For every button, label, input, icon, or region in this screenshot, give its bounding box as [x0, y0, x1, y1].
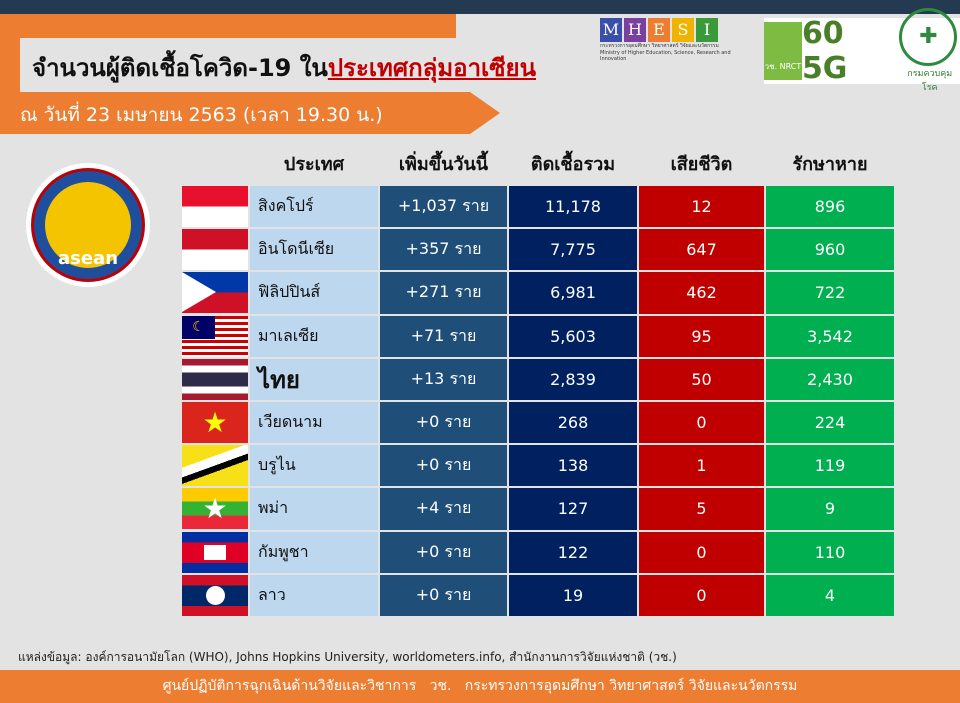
recovered: 960 [766, 229, 894, 271]
total-cases: 127 [509, 488, 637, 530]
table-row: บรูไน +0 ราย 138 1 119 [182, 445, 894, 487]
total-cases: 2,839 [509, 358, 637, 400]
deaths: 462 [639, 272, 764, 314]
deaths: 50 [639, 358, 764, 400]
added-today: +1,037 ราย [380, 186, 507, 228]
added-today: +13 ราย [380, 358, 507, 400]
header-deaths: เสียชีวิต [670, 153, 733, 175]
total-cases: 268 [509, 401, 637, 444]
title-prefix: จำนวนผู้ติดเชื้อโควิด-19 ใน [32, 54, 328, 82]
table-row: ไทย +13 ราย 2,839 50 2,430 [182, 358, 894, 400]
table-row: อินโดนีเซีย +357 ราย 7,775 647 960 [182, 229, 894, 271]
added-today: +71 ราย [380, 315, 507, 357]
flag-myanmar-icon: ★ [182, 488, 248, 530]
table-row: ลาว +0 ราย 19 0 4 [182, 574, 894, 616]
added-today: +271 ราย [380, 272, 507, 314]
flag-brunei-icon [182, 445, 248, 487]
deaths: 0 [639, 531, 764, 573]
flag-philippines-icon [182, 272, 248, 314]
header-recovered: รักษาหาย [792, 153, 868, 175]
flag-malaysia-icon: ☾ [182, 315, 248, 357]
deaths: 95 [639, 315, 764, 357]
ddc-caption: กรมควบคุมโรค [907, 69, 953, 93]
country-name: มาเลเซีย [250, 315, 378, 357]
sixty-years-logo: 60 5G [801, 16, 848, 86]
mhesi-caption-en: Ministry of Higher Education, Science, R… [600, 50, 731, 62]
country-name: ไทย [250, 358, 378, 400]
page-title: จำนวนผู้ติดเชื้อโควิด-19 ในประเทศกลุ่มอา… [20, 38, 580, 94]
top-bar [0, 0, 960, 14]
flag-vietnam-icon: ★ [182, 402, 248, 444]
date-banner: ณ วันที่ 23 เมษายน 2563 (เวลา 19.30 น.) [0, 92, 500, 134]
footer-bar: ศูนย์ปฏิบัติการฉุกเฉินด้านวิจัยและวิชากา… [0, 670, 960, 703]
total-cases: 11,178 [509, 186, 637, 228]
mhesi-letter: I [696, 18, 718, 42]
table-row: ★ เวียดนาม +0 ราย 268 0 224 [182, 401, 894, 444]
added-today: +0 ราย [380, 445, 507, 487]
recovered: 4 [766, 574, 894, 616]
deaths: 647 [639, 229, 764, 271]
total-cases: 6,981 [509, 272, 637, 314]
mhesi-caption-th: กระทรวงการอุดมศึกษา วิทยาศาสตร์ วิจัยและ… [600, 43, 719, 49]
total-cases: 5,603 [509, 315, 637, 357]
total-cases: 7,775 [509, 229, 637, 271]
total-cases: 138 [509, 445, 637, 487]
flag-laos-icon [182, 574, 248, 616]
country-name: ลาว [250, 574, 378, 616]
mhesi-letter: E [648, 18, 670, 42]
country-name: กัมพูชา [250, 531, 378, 573]
ddc-logo: ✚ กรมควบคุมโรค [899, 8, 960, 94]
flag-indonesia-icon [182, 229, 248, 271]
added-today: +0 ราย [380, 531, 507, 573]
table-row: สิงคโปร์ +1,037 ราย 11,178 12 896 [182, 186, 894, 228]
asean-covid-table: ประเทศ เพิ่มขึ้นวันนี้ ติดเชื้อรวม เสียช… [180, 140, 896, 618]
added-today: +0 ราย [380, 401, 507, 444]
header-added: เพิ่มขึ้นวันนี้ [398, 153, 489, 175]
table-row: ★ พม่า +4 ราย 127 5 9 [182, 488, 894, 530]
deaths: 5 [639, 488, 764, 530]
recovered: 9 [766, 488, 894, 530]
header-total: ติดเชื้อรวม [530, 153, 616, 175]
source-note: แหล่งข้อมูล: องค์การอนามัยโลก (WHO), Joh… [18, 650, 677, 664]
country-name: สิงคโปร์ [250, 186, 378, 228]
mhesi-letter: S [672, 18, 694, 42]
mhesi-letter: H [624, 18, 646, 42]
deaths: 0 [639, 574, 764, 616]
nrct-logo: วช. NRCT [764, 22, 802, 80]
added-today: +4 ราย [380, 488, 507, 530]
mhesi-letter: M [600, 18, 622, 42]
deaths: 1 [639, 445, 764, 487]
recovered: 119 [766, 445, 894, 487]
added-today: +357 ราย [380, 229, 507, 271]
asean-logo: asean [26, 163, 150, 287]
country-name: ฟิลิปปินส์ [250, 272, 378, 314]
table-row: กัมพูชา +0 ราย 122 0 110 [182, 531, 894, 573]
recovered: 224 [766, 401, 894, 444]
recovered: 2,430 [766, 358, 894, 400]
flag-cambodia-icon [182, 531, 248, 573]
country-name: พม่า [250, 488, 378, 530]
total-cases: 122 [509, 531, 637, 573]
asean-logo-text: asean [57, 248, 119, 269]
country-name: เวียดนาม [250, 401, 378, 444]
table-row: ฟิลิปปินส์ +271 ราย 6,981 462 722 [182, 272, 894, 314]
recovered: 3,542 [766, 315, 894, 357]
country-name: อินโดนีเซีย [250, 229, 378, 271]
flag-thailand-icon [182, 358, 248, 400]
title-highlight: ประเทศกลุ่มอาเซียน [327, 54, 537, 82]
recovered: 722 [766, 272, 894, 314]
recovered: 110 [766, 531, 894, 573]
added-today: +0 ราย [380, 574, 507, 616]
header-country: ประเทศ [283, 153, 345, 175]
deaths: 12 [639, 186, 764, 228]
total-cases: 19 [509, 574, 637, 616]
table-row: ☾ มาเลเซีย +71 ราย 5,603 95 3,542 [182, 315, 894, 357]
partner-logos: วช. NRCT 60 5G ✚ กรมควบคุมโรค [764, 8, 960, 93]
deaths: 0 [639, 401, 764, 444]
recovered: 896 [766, 186, 894, 228]
flag-singapore-icon [182, 186, 248, 228]
country-name: บรูไน [250, 445, 378, 487]
